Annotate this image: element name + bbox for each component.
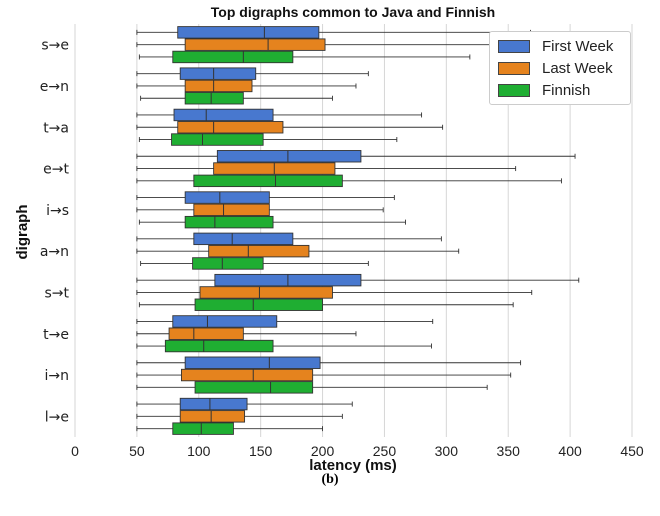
box-last-week-i-n [136,368,512,382]
box-last-week-t-a [136,121,444,134]
y-tick-label-e-t: e→t [43,162,69,178]
box-last-week-t-e [136,327,357,340]
x-tick-label: 450 [620,443,644,459]
box-first-week-e-n [136,67,369,80]
iqr-box [164,339,274,353]
chart-title: Top digraphs common to Java and Finnish [211,4,495,20]
legend: First Week Last Week Finnish [489,31,631,105]
x-tick-label: 0 [71,443,79,459]
box-finnish-i-s [138,215,406,229]
boxes-layer [136,26,580,435]
iqr-box [184,356,321,369]
y-tick-label-i-s: i→s [46,203,69,219]
iqr-box [179,410,246,423]
x-tick-label: 350 [497,443,521,459]
x-tick-label: 400 [558,443,582,459]
box-last-week-e-n [136,79,357,93]
box-finnish-t-a [138,133,398,146]
box-finnish-i-n [136,381,488,394]
y-axis-label: digraph [14,205,31,260]
legend-swatch-finnish [498,83,530,97]
box-first-week-i-s [136,191,395,204]
iqr-box [172,315,278,328]
iqr-box [173,108,274,122]
iqr-box [168,327,244,340]
iqr-box [192,257,264,270]
iqr-box [179,67,257,80]
figure-caption: (b) [321,472,339,487]
legend-swatch-first-week [498,39,530,53]
iqr-box [184,79,253,93]
iqr-box [194,381,314,394]
iqr-box [172,422,234,435]
x-axis-label: latency (ms) [309,457,397,474]
box-first-week-t-a [136,108,423,122]
iqr-box [193,232,294,246]
box-last-week-s-t [136,286,533,299]
iqr-box [172,50,294,64]
iqr-box [194,298,324,311]
box-finnish-s-t [138,298,514,311]
iqr-box [199,286,333,299]
iqr-box [179,397,248,411]
y-tick-label-t-e: t→e [43,327,69,343]
x-tick-label: 150 [249,443,273,459]
box-first-week-s-t [136,273,580,287]
iqr-box [177,121,284,134]
y-tick-label-t-a: t→a [43,120,69,136]
box-first-week-e-t [136,150,576,163]
axis-layer: 0 50 100 150 200 250 300 350 400 450 s→e e→n t→a e→t i… [40,38,644,459]
y-tick-label-e-n: e→n [40,79,69,95]
y-tick-label-s-t: s→t [44,285,69,301]
iqr-box [184,191,270,204]
box-finnish-t-e [136,339,432,353]
x-tick-label: 50 [129,443,145,459]
box-finnish-l-e [136,422,324,435]
box-finnish-s-e [138,50,471,64]
x-tick-label: 100 [187,443,211,459]
legend-swatch-last-week [498,61,530,75]
iqr-box [193,203,270,217]
box-last-week-i-s [136,203,384,217]
iqr-box [184,92,244,105]
legend-item-last-week: Last Week [498,58,613,78]
box-last-week-s-e [136,38,531,51]
box-last-week-l-e [136,410,343,423]
x-tick-label: 250 [373,443,397,459]
box-finnish-a-n [140,257,369,270]
legend-label-first-week: First Week [542,37,614,55]
y-tick-label-i-n: i→n [45,368,70,384]
iqr-box [180,368,314,382]
box-first-week-i-n [136,356,522,369]
box-first-week-s-e [136,26,531,39]
box-first-week-t-e [136,315,434,328]
iqr-box [177,26,320,39]
iqr-box [171,133,264,146]
box-first-week-a-n [136,232,442,246]
legend-label-finnish: Finnish [542,81,591,99]
iqr-box [193,174,343,188]
legend-item-finnish: Finnish [498,80,590,100]
box-last-week-a-n [136,244,460,258]
y-tick-label-s-e: s→e [41,38,69,54]
box-first-week-l-e [136,397,353,411]
iqr-box [216,150,362,163]
legend-label-last-week: Last Week [542,59,613,77]
iqr-box [184,38,326,51]
x-tick-label: 200 [311,443,335,459]
legend-item-first-week: First Week [498,36,613,56]
y-tick-label-l-e: l→e [45,409,69,425]
iqr-box [184,215,274,229]
x-tick-label: 300 [435,443,459,459]
box-finnish-e-t [136,174,562,188]
box-finnish-e-n [140,92,333,105]
iqr-box [208,244,310,258]
box-last-week-e-t [136,162,517,175]
y-tick-label-a-n: a→n [40,244,69,260]
